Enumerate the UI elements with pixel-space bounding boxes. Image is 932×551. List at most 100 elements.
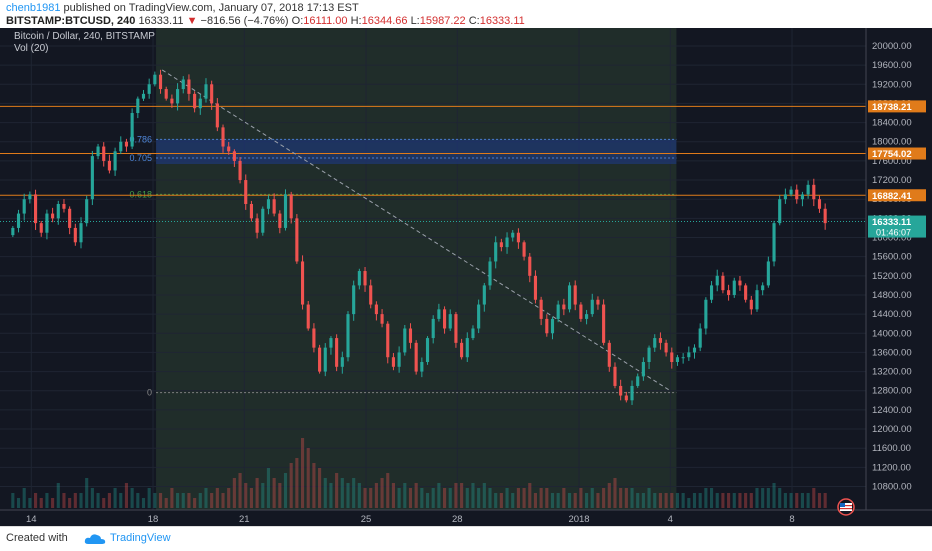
candle[interactable] (56, 203, 60, 219)
candle[interactable] (658, 338, 662, 343)
candle[interactable] (522, 242, 526, 257)
candle[interactable] (596, 299, 600, 305)
candle[interactable] (130, 113, 134, 147)
candle[interactable] (318, 347, 322, 372)
candle[interactable] (255, 218, 259, 233)
candle[interactable] (647, 347, 651, 363)
candle[interactable] (687, 352, 691, 358)
candle[interactable] (732, 280, 736, 295)
candle[interactable] (170, 98, 174, 104)
candle[interactable] (704, 299, 708, 329)
candle[interactable] (187, 79, 191, 94)
candle[interactable] (471, 328, 475, 339)
candle[interactable] (766, 261, 770, 286)
candle[interactable] (357, 271, 361, 286)
candle[interactable] (715, 275, 719, 286)
candle[interactable] (494, 242, 498, 262)
candle[interactable] (164, 89, 168, 99)
candle[interactable] (499, 242, 503, 248)
candle[interactable] (266, 199, 271, 209)
candle[interactable] (414, 342, 418, 372)
candle[interactable] (289, 194, 293, 219)
candle[interactable] (141, 93, 146, 99)
time-axis[interactable] (0, 510, 932, 526)
tradingview-brand[interactable]: TradingView (110, 532, 171, 544)
candle[interactable] (448, 314, 452, 329)
candle[interactable] (641, 362, 645, 377)
candle[interactable] (295, 218, 299, 262)
candle[interactable] (85, 199, 89, 224)
candle[interactable] (460, 342, 464, 358)
candle[interactable] (73, 227, 77, 243)
candle[interactable] (670, 352, 674, 363)
candle[interactable] (698, 328, 702, 348)
candle[interactable] (238, 160, 242, 181)
author-link[interactable]: chenb1981 (6, 2, 61, 14)
candle[interactable] (107, 160, 111, 171)
candle[interactable] (420, 362, 424, 372)
candle[interactable] (261, 208, 265, 233)
candle[interactable] (619, 385, 623, 396)
candle[interactable] (539, 299, 543, 319)
candle[interactable] (477, 304, 481, 329)
candle[interactable] (482, 285, 486, 305)
candle[interactable] (556, 304, 560, 319)
candle[interactable] (511, 232, 515, 238)
candle[interactable] (800, 194, 804, 200)
candle[interactable] (147, 84, 151, 94)
candle[interactable] (204, 84, 208, 99)
candle[interactable] (244, 180, 248, 204)
candle[interactable] (613, 366, 617, 386)
candle[interactable] (193, 93, 197, 109)
candle[interactable] (749, 299, 753, 310)
candle[interactable] (369, 285, 373, 305)
candle[interactable] (550, 318, 555, 334)
candle[interactable] (272, 199, 276, 214)
candle[interactable] (602, 304, 606, 343)
candle[interactable] (709, 285, 714, 300)
candle[interactable] (323, 347, 327, 372)
candle[interactable] (158, 74, 163, 90)
candle[interactable] (34, 194, 38, 224)
candle[interactable] (562, 304, 566, 310)
candle[interactable] (346, 314, 350, 358)
candle[interactable] (488, 261, 492, 286)
candle[interactable] (744, 285, 748, 300)
candle[interactable] (533, 275, 538, 300)
candle[interactable] (90, 156, 94, 200)
candle[interactable] (755, 290, 759, 310)
candle[interactable] (278, 213, 282, 228)
candle[interactable] (96, 146, 100, 157)
candle[interactable] (783, 194, 787, 200)
candle[interactable] (102, 146, 106, 161)
candle[interactable] (664, 342, 668, 353)
candle[interactable] (443, 309, 447, 329)
candle[interactable] (312, 328, 316, 348)
candle[interactable] (380, 314, 384, 324)
candle[interactable] (653, 338, 657, 348)
candle[interactable] (579, 304, 583, 319)
candle[interactable] (624, 395, 628, 401)
candle[interactable] (721, 275, 725, 291)
candle[interactable] (232, 151, 236, 161)
candle[interactable] (806, 184, 810, 195)
candle[interactable] (306, 304, 310, 329)
candle[interactable] (630, 385, 634, 401)
candle[interactable] (505, 237, 509, 248)
volume-indicator-label[interactable]: Vol (20) (14, 43, 49, 54)
candle[interactable] (681, 357, 685, 359)
candle[interactable] (386, 323, 390, 358)
candle[interactable] (567, 285, 572, 310)
candle[interactable] (329, 338, 333, 348)
candle[interactable] (789, 189, 793, 195)
candle[interactable] (397, 352, 401, 367)
candle[interactable] (465, 338, 469, 358)
candle[interactable] (210, 84, 214, 104)
candle[interactable] (772, 223, 776, 262)
candle[interactable] (374, 304, 378, 315)
candle[interactable] (408, 328, 413, 343)
candle[interactable] (391, 357, 395, 367)
candle[interactable] (22, 199, 26, 214)
candle[interactable] (425, 338, 430, 363)
candle[interactable] (431, 318, 435, 339)
